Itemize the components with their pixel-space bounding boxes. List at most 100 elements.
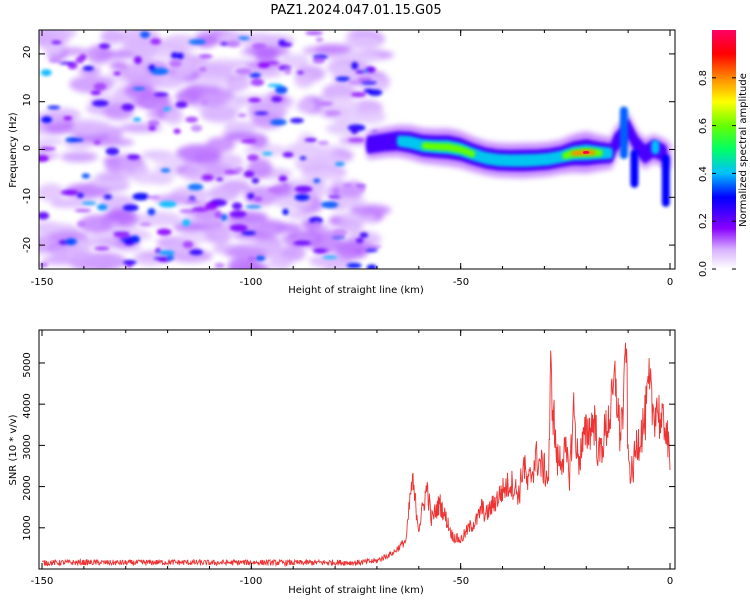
noise-blob: [43, 44, 64, 56]
noise-speckle: [96, 204, 108, 211]
noise-speckle: [181, 209, 192, 213]
noise-speckle: [313, 222, 321, 229]
noise-speckle: [205, 201, 218, 210]
noise-speckle: [309, 216, 323, 224]
trace-point: [597, 149, 603, 157]
noise-speckle: [210, 200, 221, 204]
noise-speckle: [248, 97, 262, 103]
noise-speckle: [91, 99, 109, 107]
noise-blob: [198, 76, 228, 88]
noise-blob: [275, 223, 302, 233]
noise-blob: [322, 83, 356, 101]
noise-speckle: [121, 103, 135, 111]
noise-blob: [208, 184, 240, 203]
noise-speckle: [249, 72, 261, 79]
top-xaxis-label: Height of straight line (km): [288, 285, 424, 296]
noise-speckle: [289, 117, 304, 124]
bottom-yaxis-label: SNR (10 * v/v): [8, 414, 19, 485]
top-xtick-label-1: -100: [240, 277, 263, 288]
noise-blob: [39, 183, 65, 202]
noise-speckle: [199, 54, 213, 59]
noise-blob: [343, 34, 383, 50]
noise-speckle: [235, 68, 252, 75]
bottom-ytick-label-1: 2000: [22, 475, 33, 500]
noise-speckle: [48, 57, 61, 63]
noise-speckle: [39, 262, 49, 268]
noise-speckle: [182, 219, 191, 227]
noise-speckle: [366, 264, 377, 269]
noise-speckle: [282, 151, 294, 158]
noise-speckle: [47, 105, 61, 110]
noise-speckle: [60, 189, 79, 196]
noise-speckle: [90, 90, 101, 96]
noise-speckle: [237, 113, 247, 118]
noise-speckle: [220, 213, 228, 221]
noise-speckle: [333, 187, 340, 196]
trace-plume: [661, 154, 670, 207]
noise-blob: [350, 204, 392, 216]
noise-speckle: [81, 173, 91, 179]
noise-speckle: [278, 42, 293, 48]
noise-blob: [69, 75, 114, 94]
noise-blob: [351, 52, 380, 64]
noise-speckle: [317, 140, 329, 146]
noise-speckle: [163, 107, 171, 112]
noise-blob: [296, 99, 317, 113]
noise-blob: [131, 171, 162, 185]
noise-blob: [287, 210, 310, 220]
noise-blob: [106, 207, 135, 224]
noise-blob: [294, 74, 314, 89]
noise-speckle: [365, 66, 376, 73]
noise-speckle: [343, 183, 353, 188]
noise-speckle: [147, 119, 160, 127]
noise-speckle: [132, 192, 150, 201]
noise-blob: [66, 119, 112, 137]
noise-speckle: [150, 67, 169, 75]
noise-speckle: [237, 36, 250, 41]
noise-speckle: [365, 248, 378, 253]
noise-speckle: [150, 38, 161, 45]
noise-blob: [335, 240, 369, 260]
noise-blob: [198, 62, 234, 81]
noise-blob: [164, 107, 184, 126]
noise-speckle: [282, 208, 289, 216]
snr-background: [39, 330, 675, 569]
noise-blob: [161, 34, 200, 52]
noise-blob: [173, 222, 204, 233]
snr-series-line: [41, 342, 671, 568]
noise-speckle: [257, 62, 270, 69]
noise-speckle: [332, 235, 346, 239]
noise-speckle: [251, 177, 260, 184]
noise-speckle: [82, 65, 94, 71]
noise-speckle: [278, 175, 288, 182]
noise-speckle: [252, 43, 267, 50]
noise-speckle: [312, 57, 326, 64]
noise-speckle: [127, 154, 141, 160]
top-xtick-label-3: 0: [667, 277, 673, 288]
noise-speckle: [325, 110, 341, 116]
noise-speckle: [267, 187, 283, 194]
noise-speckle: [158, 200, 177, 208]
noise-blob: [123, 83, 155, 99]
noise-speckle: [270, 119, 287, 126]
trace-point: [590, 150, 596, 155]
noise-speckle: [332, 229, 348, 237]
noise-speckle: [105, 147, 120, 156]
noise-blob: [150, 154, 183, 164]
noise-blob: [311, 152, 347, 169]
noise-speckle: [275, 85, 288, 94]
noise-speckle: [201, 174, 214, 181]
noise-speckle: [188, 39, 206, 45]
bottom-xtick-label-3: 0: [667, 576, 673, 587]
noise-blob: [337, 218, 364, 233]
noise-speckle: [334, 162, 345, 167]
noise-speckle: [40, 69, 52, 77]
noise-speckle: [140, 31, 150, 39]
noise-speckle: [315, 37, 324, 43]
top-ytick-label-0: -20: [22, 237, 33, 253]
noise-blob: [109, 61, 128, 70]
noise-speckle: [231, 202, 243, 210]
noise-speckle: [65, 238, 77, 246]
noise-speckle: [284, 68, 292, 75]
noise-speckle: [271, 96, 283, 103]
